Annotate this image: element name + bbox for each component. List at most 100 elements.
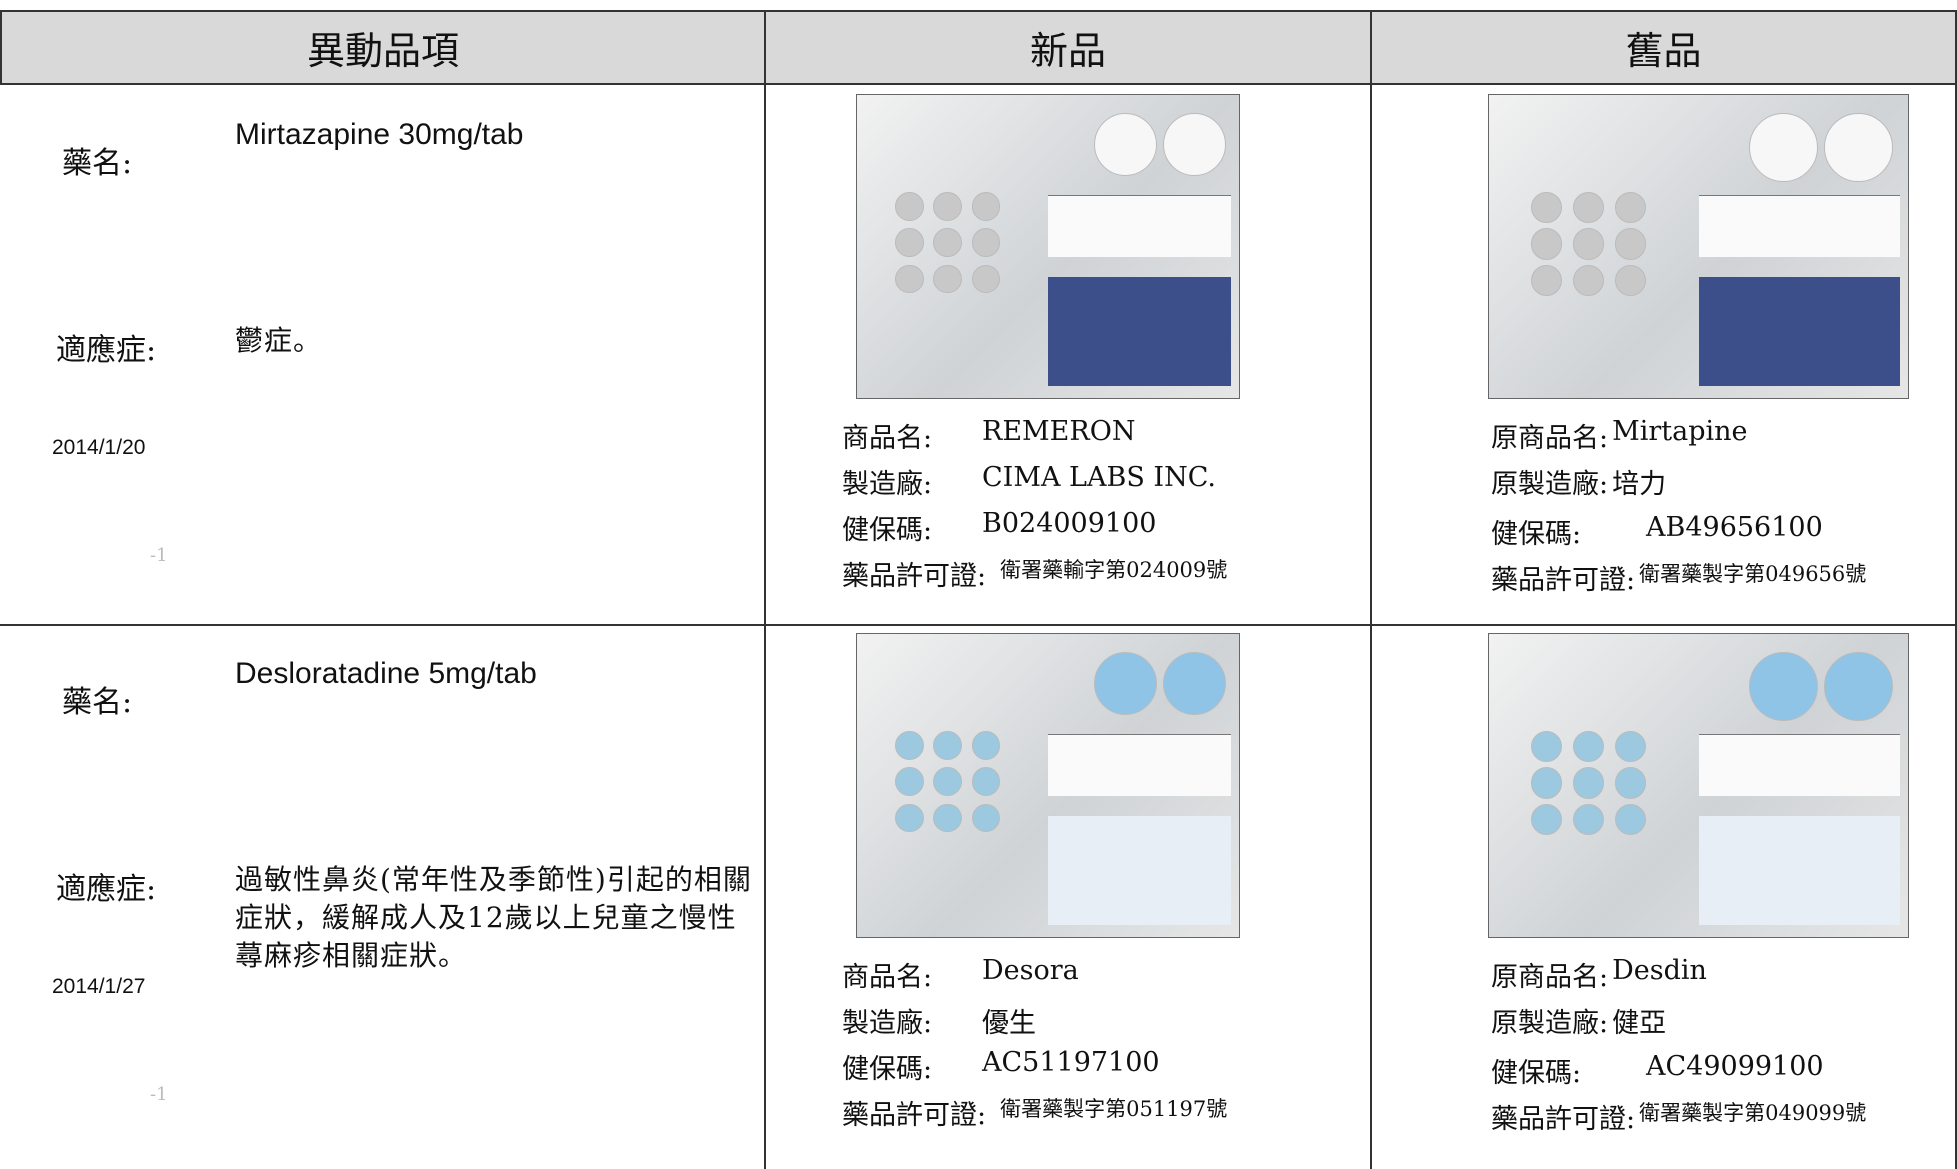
info-field: 藥品許可證: 衛署藥輸字第024009號 [842, 554, 1227, 593]
info-field: 藥品許可證: 衛署藥製字第051197號 [842, 1093, 1227, 1132]
indication: 鬱症。 [235, 324, 323, 357]
blister-image [933, 191, 963, 221]
row-divider [0, 624, 1957, 626]
info-field: 健保碼: B024009100 [842, 508, 1156, 547]
field-label: 藥品許可證: [842, 1100, 987, 1131]
info-field: 藥品許可證: 衛署藥製字第049656號 [1491, 558, 1866, 597]
field-value: 衛署藥輸字第024009號 [1000, 558, 1228, 582]
pill-image [1748, 652, 1818, 722]
mark: -1 [150, 1084, 168, 1105]
info-field: 製造廠: 優生 [842, 1001, 1036, 1040]
blister-image [971, 228, 1001, 258]
header-cell: 異動品項 [0, 10, 766, 85]
ruler-image [1698, 194, 1900, 257]
column-divider [764, 10, 766, 1169]
blister-image [1530, 264, 1563, 296]
drug-name-label: 藥名: [62, 146, 133, 181]
field-value: 健亞 [1612, 1008, 1667, 1039]
info-field: 製造廠: CIMA LABS INC. [842, 462, 1216, 501]
blister-image [1530, 767, 1563, 799]
field-label: 原商品名: [1491, 962, 1609, 993]
field-value: 衛署藥製字第051197號 [1000, 1097, 1228, 1121]
field-label: 製造廠: [842, 469, 933, 500]
field-value: B024009100 [982, 508, 1157, 539]
blister-image [1530, 228, 1563, 260]
header-cell: 舊品 [1370, 10, 1957, 85]
field-label: 健保碼: [842, 515, 933, 546]
field-value: 優生 [982, 1008, 1036, 1039]
box-image [1698, 276, 1900, 386]
blister-image [895, 264, 924, 294]
field-value: REMERON [982, 416, 1136, 447]
drug-name: Mirtazapine 30mg/tab [235, 118, 524, 151]
info-field: 健保碼: AB49656100 [1491, 512, 1823, 551]
drug-photo [1488, 94, 1909, 399]
pill-image [1824, 652, 1894, 722]
blister-image [971, 730, 1001, 760]
blister-image [1530, 191, 1563, 224]
column-divider [1955, 10, 1957, 1169]
blister-image [895, 228, 924, 258]
blister-image [1572, 803, 1605, 835]
field-label: 藥品許可證: [1491, 1104, 1636, 1135]
field-label: 原製造廠: [1491, 469, 1609, 500]
blister-image [933, 767, 963, 797]
date: 2014/1/27 [52, 975, 146, 998]
blister-image [1614, 228, 1647, 260]
indication: 過敏性鼻炎(常年性及季節性)引起的相關症狀，緩解成人及12歲以上兒童之慢性蕁麻疹… [235, 863, 752, 972]
field-label: 原商品名: [1491, 423, 1609, 454]
field-label: 健保碼: [842, 1054, 933, 1085]
field-label: 藥品許可證: [1491, 565, 1636, 596]
drug-photo [856, 633, 1240, 938]
box-image [1048, 815, 1232, 925]
blister-image [933, 730, 963, 760]
blister-image [971, 767, 1001, 797]
info-field: 藥品許可證: 衛署藥製字第049099號 [1491, 1097, 1866, 1136]
pill-image [1824, 113, 1894, 183]
blister-image [1614, 803, 1647, 835]
blister-image [933, 228, 963, 258]
field-value: CIMA LABS INC. [982, 462, 1216, 493]
pill-image [1162, 113, 1226, 177]
field-label: 商品名: [842, 423, 933, 454]
blister-image [1572, 767, 1605, 799]
drug-name: Desloratadine 5mg/tab [235, 657, 537, 690]
field-value: 衛署藥製字第049656號 [1639, 562, 1867, 586]
mark: -1 [150, 545, 168, 566]
field-value: AB49656100 [1646, 512, 1823, 543]
field-label: 藥品許可證: [842, 561, 987, 592]
field-value: 培力 [1612, 469, 1667, 500]
blister-image [933, 264, 963, 294]
field-value: Mirtapine [1612, 416, 1748, 447]
blister-image [1572, 264, 1605, 296]
field-label: 製造廠: [842, 1008, 933, 1039]
field-label: 原製造廠: [1491, 1008, 1609, 1039]
ruler-image [1698, 733, 1900, 796]
blister-image [895, 767, 924, 797]
pill-image [1093, 113, 1157, 177]
info-field: 健保碼: AC51197100 [842, 1047, 1160, 1086]
indication-label: 適應症: [56, 333, 157, 368]
field-label: 商品名: [842, 962, 933, 993]
field-label: 健保碼: [1491, 1058, 1582, 1089]
box-image [1048, 276, 1232, 386]
header-cell: 新品 [764, 10, 1372, 85]
blister-image [895, 191, 924, 221]
blister-image [1572, 191, 1605, 224]
blister-image [971, 191, 1001, 221]
blister-image [1614, 730, 1647, 763]
blister-image [1614, 191, 1647, 224]
date: 2014/1/20 [52, 436, 146, 459]
ruler-image [1048, 194, 1232, 257]
drug-name-label: 藥名: [62, 685, 133, 720]
info-field: 健保碼: AC49099100 [1491, 1051, 1824, 1090]
ruler-image [1048, 733, 1232, 796]
blister-image [933, 803, 963, 833]
blister-image [1530, 730, 1563, 763]
blister-image [1614, 264, 1647, 296]
pill-image [1162, 652, 1226, 716]
field-value: AC49099100 [1646, 1051, 1824, 1082]
blister-image [971, 264, 1001, 294]
field-value: AC51197100 [982, 1047, 1160, 1078]
info-field: 原製造廠: 培力 [1491, 462, 1666, 501]
